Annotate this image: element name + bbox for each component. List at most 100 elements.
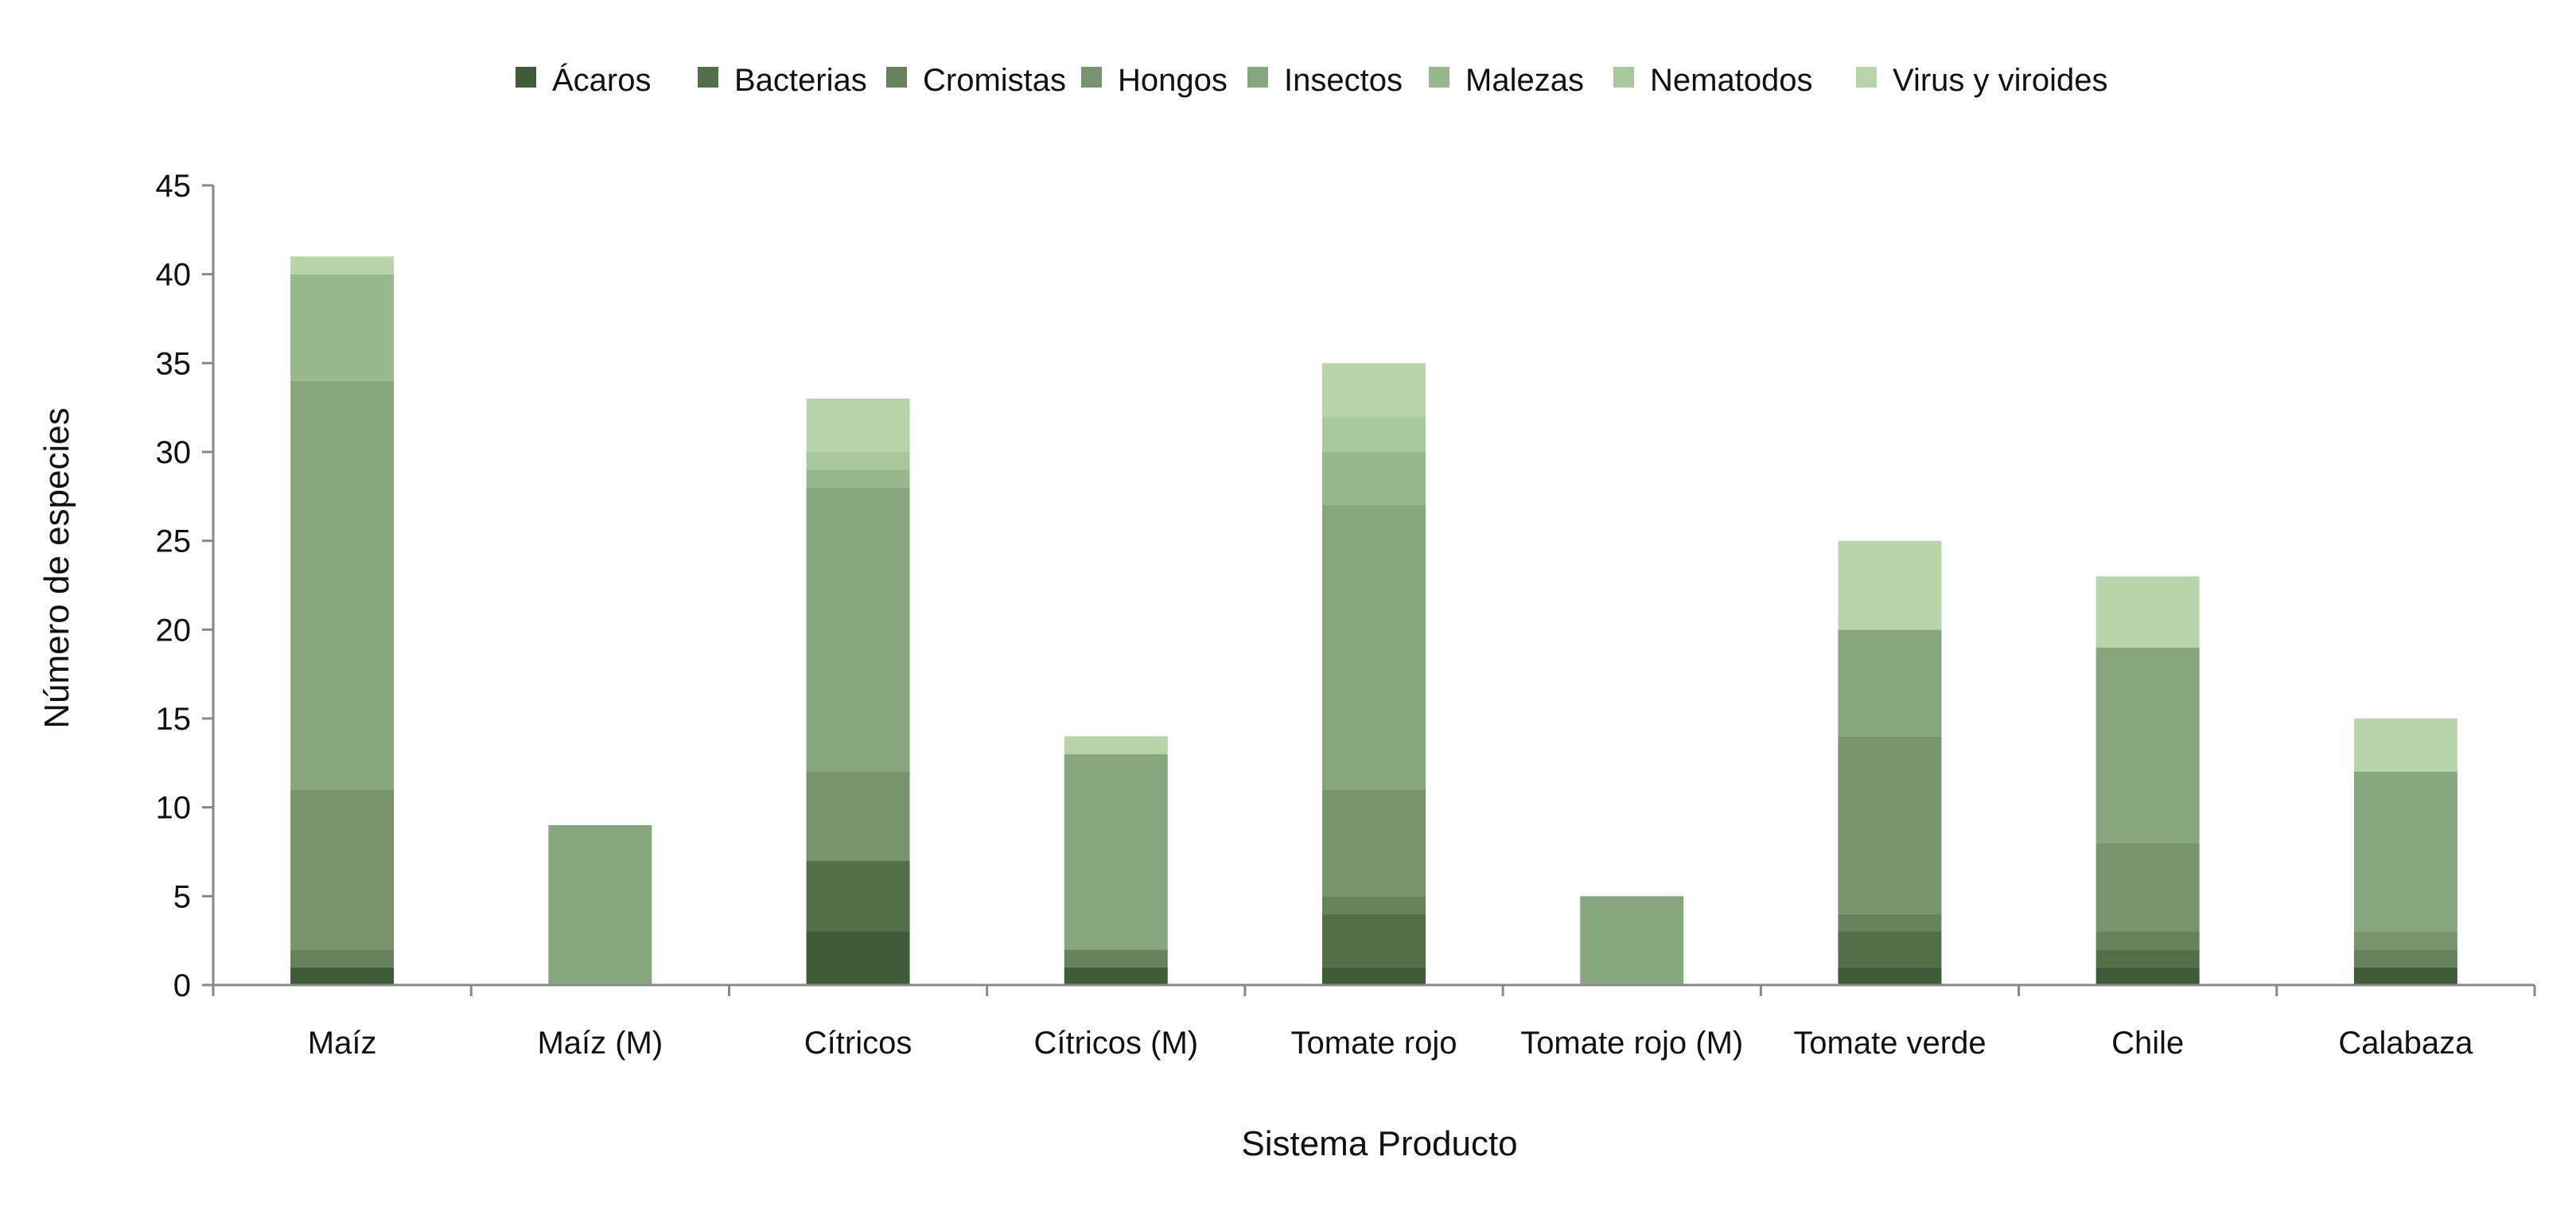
bar-stack-tomate-rojo (1322, 363, 1426, 985)
legend-label: Malezas (1465, 63, 1584, 98)
legend-swatch (1613, 67, 1634, 88)
legend-swatch (1856, 67, 1877, 88)
legend-item-cromistas: Cromistas (886, 63, 1066, 98)
legend-item-nematodos: Nematodos (1613, 63, 1813, 98)
x-tick-label-maiz-m: Maíz (M) (537, 1026, 663, 1061)
bar-citricos-m-acaros (1064, 967, 1168, 985)
bar-citricos-acaros (806, 932, 910, 985)
legend-swatch (698, 67, 718, 88)
bar-calabaza-virus-y-viroides (2353, 718, 2457, 772)
bar-chile-virus-y-viroides (2095, 576, 2200, 648)
legend-swatch (1429, 67, 1449, 88)
legend: Ácaros Bacterias Cromistas Hongos Insectos Ma… (516, 62, 2107, 98)
y-tick-label: 10 (156, 791, 192, 826)
bar-tomate-rojo-acaros (1322, 967, 1426, 985)
legend-item-bacterias: Bacterias (698, 63, 867, 98)
x-axis-title: Sistema Producto (1241, 1124, 1517, 1163)
bar-chile-acaros (2095, 967, 2200, 985)
legend-label: Ácaros (552, 62, 652, 98)
bar-citricos-hongos (806, 772, 910, 861)
y-tick-label: 15 (156, 702, 192, 737)
bar-citricos-virus-y-viroides (806, 399, 910, 452)
legend-label: Insectos (1284, 63, 1403, 98)
legend-item-acaros: Ácaros (516, 62, 652, 98)
y-tick-label: 20 (156, 613, 192, 648)
bars (290, 256, 2457, 985)
bar-tomate-verde-virus-y-viroides (1838, 540, 1942, 630)
bar-stack-chile (2095, 576, 2200, 985)
bar-stack-maiz-m (548, 825, 652, 985)
bar-chile-cromistas (2095, 932, 2200, 950)
bar-tomate-verde-acaros (1838, 967, 1942, 985)
legend-label: Virus y viroides (1893, 63, 2107, 98)
legend-swatch (1247, 67, 1268, 88)
x-tick-label-tomate-rojo: Tomate rojo (1291, 1026, 1457, 1061)
bar-maiz-insectos (290, 380, 395, 790)
bar-tomate-rojo-virus-y-viroides (1322, 363, 1426, 417)
y-ticks: 0 5 10 15 20 25 30 35 40 45 (156, 169, 213, 1003)
bar-citricos-m-virus-y-viroides (1064, 736, 1168, 754)
x-tick-label-tomate-verde: Tomate verde (1793, 1026, 1986, 1061)
bar-maiz-acaros (290, 967, 395, 985)
bar-tomate-rojo-hongos (1322, 789, 1426, 897)
bar-tomate-rojo-insectos (1322, 505, 1426, 790)
bar-citricos-insectos (806, 487, 910, 772)
legend-swatch (516, 67, 536, 88)
y-tick-label: 40 (156, 258, 192, 293)
x-tick-label-tomate-rojo-m: Tomate rojo (M) (1520, 1026, 1743, 1061)
bar-calabaza-insectos (2353, 772, 2457, 932)
y-axis-title: Número de especies (37, 407, 76, 729)
x-ticks: Maíz Maíz (M) Cítricos Cítricos (M) Tomate r… (212, 985, 2536, 1061)
bar-tomate-verde-cromistas (1838, 913, 1942, 932)
bar-stack-citricos-m (1064, 736, 1168, 985)
bar-citricos-m-cromistas (1064, 949, 1168, 968)
legend-label: Cromistas (923, 63, 1066, 98)
bar-citricos-nematodos (806, 452, 910, 470)
bar-stack-maiz (290, 256, 395, 985)
x-tick-label-maiz: Maíz (308, 1026, 377, 1061)
x-tick-label-citricos: Cítricos (804, 1026, 912, 1061)
bar-stack-tomate-verde (1838, 540, 1942, 985)
bar-chile-hongos (2095, 843, 2200, 932)
y-tick-label: 5 (173, 879, 191, 914)
bar-tomate-rojo-m-insectos (1580, 896, 1684, 985)
bar-calabaza-cromistas (2353, 949, 2457, 968)
y-tick-label: 35 (156, 346, 192, 381)
bar-maiz-hongos (290, 789, 395, 950)
bar-tomate-rojo-malezas (1322, 452, 1426, 505)
bar-maiz-m-insectos (548, 825, 652, 985)
x-tick-label-calabaza: Calabaza (2338, 1026, 2473, 1061)
bar-calabaza-hongos (2353, 932, 2457, 950)
bar-citricos-m-insectos (1064, 753, 1168, 950)
bar-tomate-verde-insectos (1838, 629, 1942, 737)
bar-chile-insectos (2095, 647, 2200, 843)
bar-maiz-cromistas (290, 949, 395, 968)
x-tick-label-chile: Chile (2111, 1026, 2184, 1061)
axes (212, 185, 2535, 987)
bar-tomate-rojo-bacterias (1322, 913, 1426, 968)
legend-label: Hongos (1118, 63, 1228, 98)
bar-calabaza-acaros (2353, 967, 2457, 985)
bar-chile-bacterias (2095, 949, 2200, 968)
y-tick-label: 30 (156, 435, 192, 470)
y-tick-label: 25 (156, 524, 192, 559)
bar-tomate-verde-bacterias (1838, 932, 1942, 968)
bar-stack-tomate-rojo-m (1580, 896, 1684, 985)
legend-swatch (1081, 67, 1102, 88)
legend-item-virus-y-viroides: Virus y viroides (1856, 63, 2107, 98)
legend-item-hongos: Hongos (1081, 63, 1228, 98)
bar-stack-citricos (806, 399, 910, 985)
bar-tomate-rojo-nematodos (1322, 416, 1426, 452)
x-tick-label-citricos-m: Cítricos (M) (1033, 1026, 1198, 1061)
bar-tomate-verde-hongos (1838, 736, 1942, 914)
legend-label: Nematodos (1650, 63, 1813, 98)
bar-maiz-virus-y-viroides (290, 256, 395, 275)
legend-item-insectos: Insectos (1247, 63, 1403, 98)
bar-maiz-malezas (290, 274, 395, 381)
bar-citricos-bacterias (806, 860, 910, 932)
legend-label: Bacterias (734, 63, 867, 98)
bar-citricos-malezas (806, 469, 910, 488)
bar-stack-calabaza (2353, 718, 2457, 985)
